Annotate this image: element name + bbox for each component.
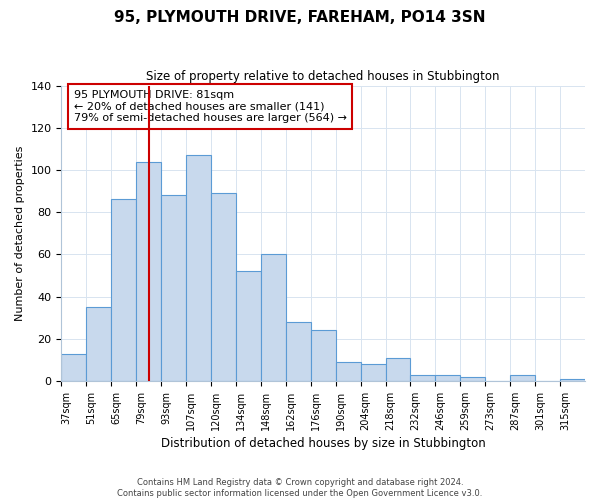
Bar [111,200,136,381]
Y-axis label: Number of detached properties: Number of detached properties [15,146,25,321]
Bar [560,379,585,381]
Bar [161,196,186,381]
Text: 95 PLYMOUTH DRIVE: 81sqm
← 20% of detached houses are smaller (141)
79% of semi-: 95 PLYMOUTH DRIVE: 81sqm ← 20% of detach… [74,90,347,123]
Text: 95, PLYMOUTH DRIVE, FAREHAM, PO14 3SN: 95, PLYMOUTH DRIVE, FAREHAM, PO14 3SN [114,10,486,25]
Bar [311,330,335,381]
Bar [436,374,460,381]
Title: Size of property relative to detached houses in Stubbington: Size of property relative to detached ho… [146,70,500,83]
Bar [61,354,86,381]
Bar [136,162,161,381]
Bar [361,364,386,381]
Bar [286,322,311,381]
Bar [236,271,261,381]
Bar [86,307,111,381]
Bar [386,358,410,381]
Text: Contains HM Land Registry data © Crown copyright and database right 2024.
Contai: Contains HM Land Registry data © Crown c… [118,478,482,498]
X-axis label: Distribution of detached houses by size in Stubbington: Distribution of detached houses by size … [161,437,485,450]
Bar [510,374,535,381]
Bar [410,374,436,381]
Bar [186,155,211,381]
Bar [261,254,286,381]
Bar [460,376,485,381]
Bar [211,193,236,381]
Bar [335,362,361,381]
